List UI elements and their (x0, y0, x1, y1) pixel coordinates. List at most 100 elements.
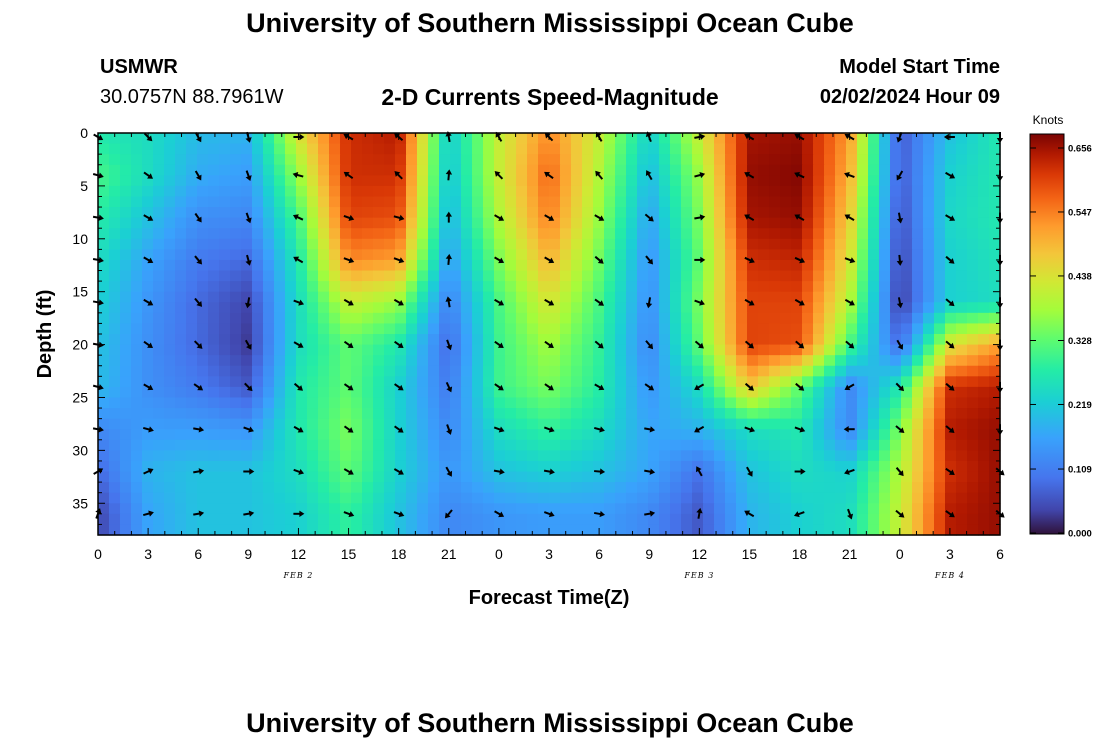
heatmap-cell (758, 460, 770, 473)
heatmap-cell (274, 175, 286, 187)
heatmap-cell (791, 143, 803, 155)
heatmap-cell (538, 312, 550, 325)
heatmap-cell (692, 334, 704, 346)
heatmap-cell (956, 355, 968, 367)
heatmap-cell (890, 482, 902, 494)
heatmap-cell (714, 450, 726, 462)
heatmap-cell (615, 249, 627, 261)
heatmap-cell (846, 482, 858, 494)
heatmap-cell (747, 270, 759, 282)
heatmap-cell (142, 312, 154, 325)
heatmap-cell (197, 196, 209, 208)
heatmap-cell (483, 323, 495, 335)
heatmap-cell (142, 365, 154, 377)
heatmap-cell (307, 355, 319, 367)
heatmap-cell (307, 164, 319, 176)
heatmap-cell (604, 408, 616, 420)
heatmap-cell (483, 334, 495, 346)
heatmap-cell (879, 312, 891, 325)
heatmap-cell (252, 482, 264, 494)
heatmap-cell (329, 397, 341, 409)
heatmap-cell (318, 175, 330, 187)
heatmap-cell (560, 503, 572, 515)
heatmap-cell (186, 503, 198, 515)
heatmap-cell (802, 133, 814, 145)
heatmap-cell (494, 460, 506, 473)
heatmap-cell (538, 302, 550, 314)
heatmap-cell (879, 185, 891, 198)
heatmap-cell (681, 365, 693, 377)
heatmap-cell (934, 281, 946, 293)
heatmap-cell (615, 143, 627, 155)
heatmap-cell (560, 344, 572, 356)
heatmap-cell (604, 175, 616, 187)
heatmap-cell (241, 238, 253, 250)
heatmap-cell (692, 196, 704, 208)
heatmap-cell (637, 397, 649, 409)
heatmap-cell (714, 376, 726, 388)
heatmap-cell (791, 196, 803, 208)
heatmap-cell (791, 355, 803, 367)
heatmap-cell (956, 460, 968, 473)
heatmap-cell (340, 439, 352, 451)
current-arrow (393, 511, 405, 518)
heatmap-cell (340, 196, 352, 208)
heatmap-cell (296, 429, 308, 441)
heatmap-cell (747, 228, 759, 240)
heatmap-cell (417, 418, 429, 430)
heatmap-cell (241, 513, 253, 526)
heatmap-cell (604, 259, 616, 272)
heatmap-cell (406, 513, 418, 526)
heatmap-cell (219, 281, 231, 293)
heatmap-cell (560, 154, 572, 166)
heatmap-cell (450, 460, 462, 473)
current-arrow (544, 214, 555, 221)
heatmap-cell (252, 344, 264, 356)
heatmap-cell (637, 513, 649, 526)
heatmap-cell (109, 524, 121, 536)
heatmap-cell (780, 323, 792, 335)
heatmap-cell (780, 154, 792, 166)
heatmap-cell (307, 154, 319, 166)
heatmap-cell (835, 217, 847, 229)
current-arrow (394, 340, 404, 349)
heatmap-cell (681, 175, 693, 187)
heatmap-cell (483, 238, 495, 250)
heatmap-cell (307, 439, 319, 451)
heatmap-cell (901, 133, 913, 145)
heatmap-cell (153, 344, 165, 356)
heatmap-cell (813, 154, 825, 166)
heatmap-cell (549, 185, 561, 198)
heatmap-cell (901, 207, 913, 219)
heatmap-cell (527, 302, 539, 314)
heatmap-cell (868, 513, 880, 526)
heatmap-cell (340, 175, 352, 187)
heatmap-cell (230, 408, 242, 420)
heatmap-cell (648, 270, 660, 282)
heatmap-cell (164, 175, 176, 187)
heatmap-cell (318, 397, 330, 409)
heatmap-cell (340, 365, 352, 377)
heatmap-cell (318, 492, 330, 504)
heatmap-cell (725, 429, 737, 441)
heatmap-cell (725, 323, 737, 335)
heatmap-cell (747, 281, 759, 293)
heatmap-cell (208, 323, 220, 335)
heatmap-cell (494, 471, 506, 483)
heatmap-cell (956, 291, 968, 303)
heatmap-cell (252, 312, 264, 325)
heatmap-cell (494, 281, 506, 293)
current-arrow (844, 257, 856, 264)
heatmap-cell (868, 439, 880, 451)
heatmap-cell (384, 238, 396, 250)
heatmap-cell (956, 503, 968, 515)
heatmap-cell (967, 450, 979, 462)
heatmap-cell (351, 312, 363, 325)
heatmap-cell (120, 291, 132, 303)
heatmap-cell (406, 302, 418, 314)
heatmap-cell (604, 249, 616, 261)
heatmap-cell (197, 249, 209, 261)
heatmap-cell (780, 386, 792, 399)
heatmap-cell (912, 323, 924, 335)
heatmap-cell (538, 291, 550, 303)
